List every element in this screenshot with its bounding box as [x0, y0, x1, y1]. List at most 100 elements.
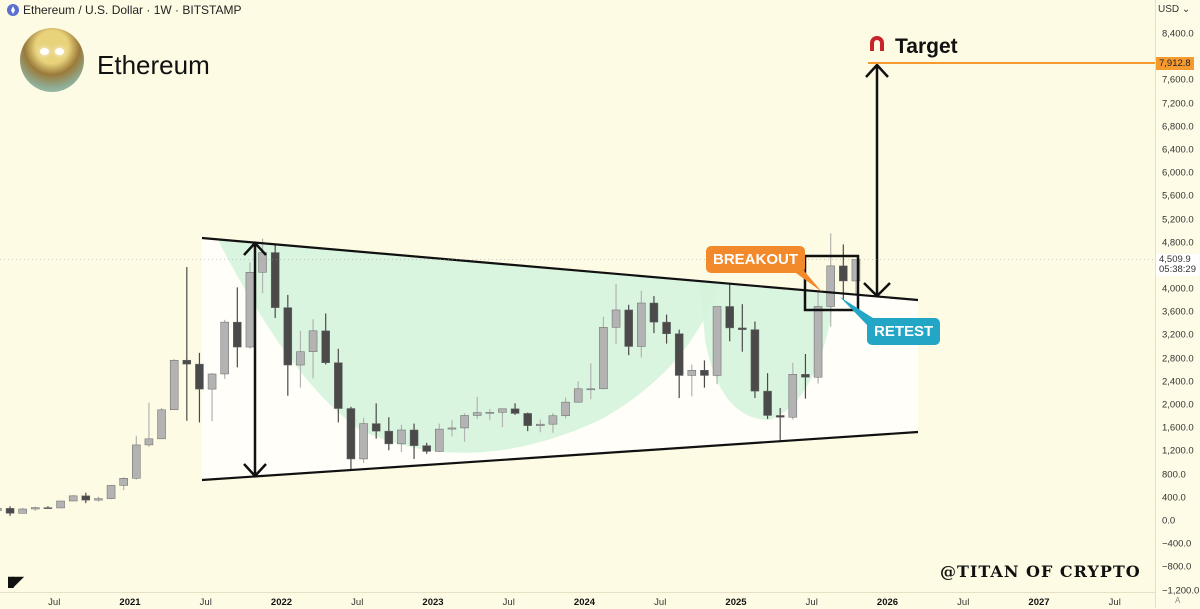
- candle-body: [56, 500, 65, 509]
- y-tick-label: 6,400.0: [1162, 144, 1194, 156]
- y-tick-label: 8,400.0: [1162, 28, 1194, 40]
- candle-body: [599, 327, 608, 390]
- candle-body: [472, 412, 482, 416]
- candle-body: [510, 408, 520, 414]
- price-scale[interactable]: [1155, 0, 1200, 608]
- candle-body: [245, 272, 255, 348]
- x-tick-label: 2022: [270, 597, 293, 608]
- candle-body: [624, 309, 633, 347]
- candle-body: [637, 302, 646, 347]
- candle-body: [119, 478, 128, 486]
- candle-body: [422, 445, 431, 452]
- candle-body: [788, 374, 798, 418]
- target-label: Target: [895, 35, 958, 58]
- candle-body: [397, 429, 406, 445]
- candle-body: [359, 423, 368, 460]
- candle-body: [662, 321, 671, 334]
- y-tick-label: 4,800.0: [1162, 237, 1194, 249]
- currency-label: USD: [1158, 4, 1180, 15]
- x-tick-label: 2026: [876, 597, 899, 608]
- y-tick-label: −1,200.0: [1162, 585, 1200, 597]
- y-tick-label: 800.0: [1162, 469, 1186, 481]
- candle-body: [851, 259, 861, 282]
- candle-body: [157, 409, 166, 440]
- candle-body: [144, 438, 154, 446]
- candle-body: [649, 302, 659, 323]
- time-scale[interactable]: [0, 592, 1155, 609]
- retest-pointer: [840, 297, 876, 326]
- y-tick-label: 4,000.0: [1162, 283, 1194, 295]
- candle-body: [460, 415, 469, 429]
- x-tick-label: 2027: [1028, 597, 1050, 608]
- y-tick-label: 2,000.0: [1162, 399, 1194, 411]
- x-tick-label: 2023: [422, 597, 444, 608]
- candle-body: [321, 330, 330, 363]
- candle-body: [561, 401, 570, 417]
- candle-body: [283, 307, 293, 366]
- candle-body: [700, 370, 709, 376]
- y-tick-label: 1,200.0: [1162, 445, 1194, 457]
- avatar: [20, 28, 84, 92]
- candle-body: [5, 508, 15, 514]
- candle-body: [409, 429, 419, 446]
- price-chart[interactable]: [0, 0, 1155, 592]
- ethereum-icon: [7, 4, 19, 16]
- candle-body: [43, 507, 53, 509]
- y-tick-label: 7,600.0: [1162, 74, 1194, 86]
- candle-body: [738, 327, 747, 330]
- y-tick-label: 1,600.0: [1162, 422, 1194, 434]
- x-tick-label: Jul: [199, 597, 212, 608]
- candle-body: [611, 309, 621, 328]
- candle-body: [573, 388, 583, 403]
- x-tick-label: Jul: [805, 597, 818, 608]
- pattern-height-arrow: [243, 241, 267, 478]
- candle-body: [0, 508, 2, 511]
- chart-title: Ethereum: [97, 50, 210, 80]
- y-tick-label: −800.0: [1162, 561, 1192, 573]
- candle-body: [725, 306, 734, 329]
- breakout-label: BREAKOUT: [706, 246, 805, 273]
- candle-body: [586, 388, 596, 391]
- candle-body: [384, 430, 394, 445]
- candle-body: [169, 359, 179, 411]
- candle-body: [548, 415, 558, 425]
- currency-selector[interactable]: USD ⌄: [1158, 4, 1190, 15]
- y-tick-label: 7,200.0: [1162, 98, 1194, 110]
- x-tick-label: Jul: [502, 597, 515, 608]
- y-tick-label: 400.0: [1162, 492, 1186, 504]
- bar-countdown: 05:38:29: [1159, 264, 1196, 275]
- x-tick-label: Jul: [48, 597, 61, 608]
- candle-body: [813, 306, 823, 378]
- target-price-tag: 7,912.8: [1156, 57, 1194, 70]
- symbol-header[interactable]: Ethereum / U.S. Dollar · 1W · BITSTAMP: [7, 3, 241, 17]
- candle-body: [498, 408, 507, 413]
- x-tick-label: 2024: [573, 597, 596, 608]
- tradingview-logo[interactable]: ▮◤: [7, 573, 24, 589]
- candle-body: [132, 444, 141, 479]
- y-tick-label: 5,600.0: [1162, 190, 1194, 202]
- candle-body: [220, 321, 229, 375]
- y-tick-label: 6,800.0: [1162, 121, 1194, 133]
- candle-body: [839, 265, 848, 282]
- cup-fill-large: [218, 240, 720, 453]
- retest-label: RETEST: [867, 318, 941, 345]
- y-tick-label: −400.0: [1162, 538, 1192, 550]
- candle-body: [195, 363, 204, 390]
- candle-body: [334, 362, 343, 409]
- candle-body: [523, 413, 532, 426]
- candle-body: [826, 265, 835, 307]
- candles: [0, 233, 861, 516]
- auto-scale-button[interactable]: A: [1175, 596, 1181, 605]
- candle-body: [233, 321, 242, 348]
- current-price-tag: 4,509.9 05:38:29: [1156, 254, 1199, 276]
- candle-body: [435, 428, 444, 452]
- x-tick-label: Jul: [957, 597, 970, 608]
- candle-body: [371, 423, 381, 432]
- candle-body: [801, 374, 810, 378]
- candle-body: [182, 359, 192, 365]
- x-tick-label: Jul: [654, 597, 667, 608]
- x-tick-label: 2021: [119, 597, 141, 608]
- candle-body: [207, 373, 217, 390]
- symbol-label: Ethereum / U.S. Dollar · 1W · BITSTAMP: [23, 3, 242, 17]
- lower-trendline: [201, 430, 919, 482]
